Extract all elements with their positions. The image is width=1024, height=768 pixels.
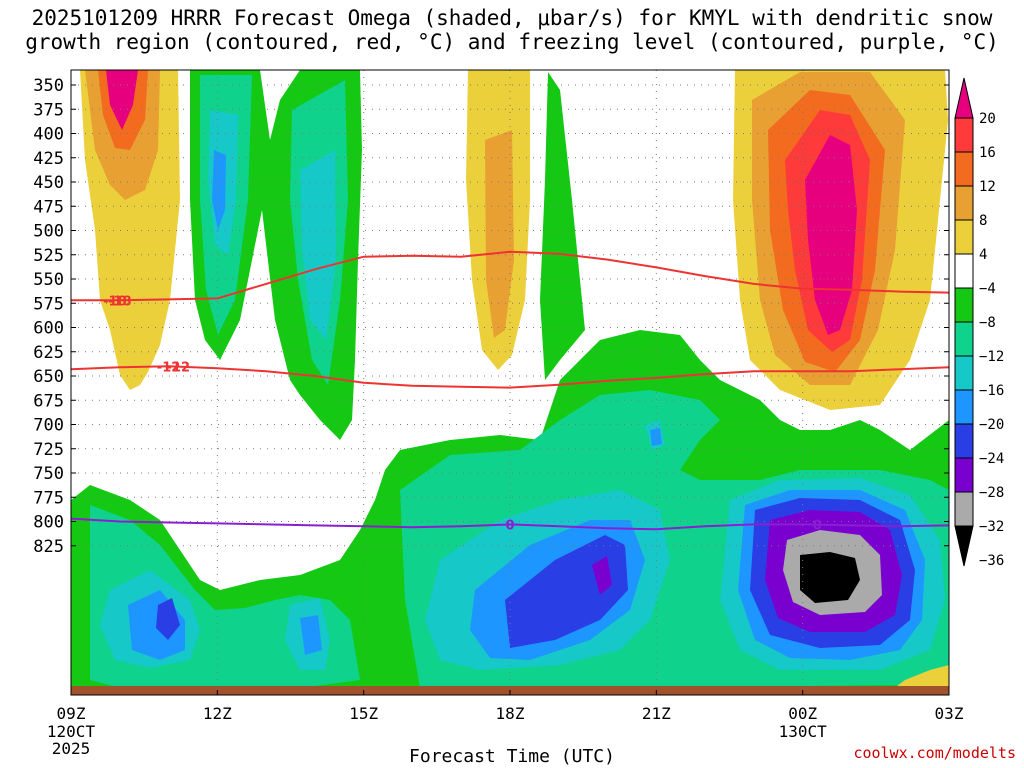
y-tick-label: 425 [33, 149, 64, 169]
colorbar-label: −24 [979, 451, 1004, 467]
colorbar-segment [954, 423, 974, 459]
contour-label: 0 [505, 518, 514, 533]
omega-region [592, 556, 612, 595]
colorbar-segment [954, 185, 974, 221]
colorbar-segment [954, 219, 974, 255]
colorbar-bottom-arrow [954, 525, 974, 567]
x-tick-label: 18Z [496, 704, 525, 723]
colorbar-top-arrow [954, 77, 974, 119]
colorbar-label: −20 [979, 417, 1004, 433]
colorbar-segment [954, 253, 974, 289]
colorbar-label: −36 [979, 553, 1004, 569]
y-tick-label: 800 [33, 513, 64, 533]
omega-region [650, 428, 662, 446]
colorbar-segment [954, 151, 974, 187]
chart-title: 2025101209 HRRR Forecast Omega (shaded, … [0, 6, 1024, 54]
colorbar-segment [954, 355, 974, 391]
contour-line [70, 365, 950, 389]
contour-label: -12 [167, 361, 191, 376]
y-tick-label: 525 [33, 246, 64, 266]
colorbar-segment [954, 389, 974, 425]
colorbar-label: 8 [979, 213, 987, 229]
y-tick-label: 350 [33, 76, 64, 96]
contour-line [70, 517, 950, 531]
x-tick-label: 09Z [57, 704, 86, 723]
y-tick-label: 500 [33, 222, 64, 242]
colorbar-segment [954, 321, 974, 357]
colorbar-label: 20 [979, 111, 996, 127]
x-tick-sublabel: 130CT [779, 722, 828, 741]
contour-label: -18 [108, 294, 132, 309]
omega-shading [71, 70, 949, 695]
colorbar-label: −12 [979, 349, 1004, 365]
temperature-contours: -18-18 -12-12 0 0 [70, 250, 950, 534]
colorbar-segment [954, 491, 974, 527]
y-tick-label: 550 [33, 270, 64, 290]
colorbar-label: −8 [979, 315, 996, 331]
x-tick-label: 15Z [349, 704, 378, 723]
x-tick-label: 03Z [935, 704, 964, 723]
omega-region [156, 598, 180, 640]
omega-region [212, 150, 226, 230]
omega-region [300, 150, 336, 340]
omega-region [485, 130, 514, 338]
x-tick-label: 12Z [203, 704, 232, 723]
credit-text: coolwx.com/modelts [853, 744, 1016, 762]
omega-region [540, 72, 585, 380]
y-tick-label: 775 [33, 488, 64, 508]
colorbar-label: 12 [979, 179, 996, 195]
contour-label: 0 [813, 519, 822, 534]
omega-region [300, 615, 322, 655]
contour-label: -18 [103, 294, 127, 309]
x-tick-sublabel: 2025 [52, 739, 91, 758]
y-axis: 350 375 400 425 450 475 500 525 550 575 600 625 650 6… [33, 76, 949, 557]
y-tick-label: 400 [33, 125, 64, 145]
colorbar-label: −28 [979, 485, 1004, 501]
y-tick-label: 700 [33, 416, 64, 436]
colorbar-label: 4 [979, 247, 987, 263]
omega-region [800, 552, 860, 603]
x-axis-title: Forecast Time (UTC) [409, 746, 615, 767]
chart-title-line-1: 2025101209 HRRR Forecast Omega (shaded, … [31, 6, 993, 30]
y-tick-label: 475 [33, 197, 64, 217]
colorbar-segment [954, 457, 974, 493]
x-tick-sublabel: 120CT [47, 722, 96, 741]
colorbar-label: −32 [979, 519, 1004, 535]
y-tick-label: 575 [33, 294, 64, 314]
omega-region [805, 135, 857, 335]
y-tick-label: 625 [33, 343, 64, 363]
colorbar-segment [954, 117, 974, 153]
chart-title-line-2: growth region (contoured, red, °C) and f… [25, 30, 999, 54]
y-tick-label: 675 [33, 391, 64, 411]
x-tick-label: 21Z [642, 704, 671, 723]
contour-line [71, 250, 950, 302]
y-tick-label: 725 [33, 440, 64, 460]
colorbar-label: −16 [979, 383, 1004, 399]
y-tick-label: 650 [33, 367, 64, 387]
y-tick-label: 750 [33, 464, 64, 484]
y-tick-label: 450 [33, 173, 64, 193]
y-tick-label: 825 [33, 537, 64, 557]
contour-label: -12 [157, 360, 181, 375]
colorbar-label: 16 [979, 145, 996, 161]
colorbar-segment [954, 287, 974, 323]
x-tick-label: 00Z [788, 704, 817, 723]
colorbar-label: −4 [979, 281, 996, 297]
y-tick-label: 600 [33, 319, 64, 339]
y-tick-label: 375 [33, 100, 64, 120]
